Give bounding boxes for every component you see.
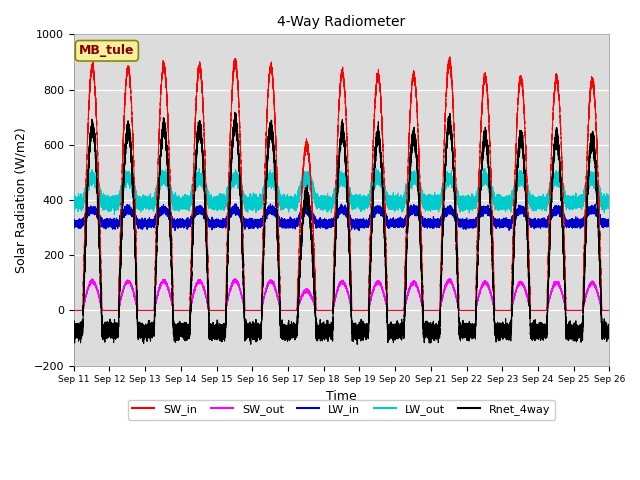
Line: Rnet_4way: Rnet_4way <box>74 112 609 344</box>
LW_in <box>231 201 239 207</box>
LW_out <box>70 203 77 209</box>
LW_out <box>472 203 480 208</box>
SW_out <box>605 308 613 313</box>
LW_in <box>508 218 515 224</box>
SW_in <box>605 308 613 313</box>
LW_in <box>487 215 495 220</box>
Line: SW_out: SW_out <box>74 278 609 311</box>
Title: 4-Way Radiometer: 4-Way Radiometer <box>277 15 406 29</box>
LW_out <box>412 178 419 183</box>
Rnet_4way <box>412 150 419 156</box>
Rnet_4way <box>231 109 239 115</box>
SW_out <box>412 281 419 287</box>
Rnet_4way <box>353 341 361 347</box>
SW_in <box>487 168 495 173</box>
LW_in <box>98 220 106 226</box>
LW_out <box>605 199 613 205</box>
Y-axis label: Solar Radiation (W/m2): Solar Radiation (W/m2) <box>15 127 28 273</box>
LW_in <box>472 220 480 226</box>
Line: SW_in: SW_in <box>74 57 609 311</box>
Rnet_4way <box>508 318 515 324</box>
LW_out <box>111 212 118 217</box>
SW_in <box>412 84 419 90</box>
LW_in <box>355 228 363 233</box>
Rnet_4way <box>605 328 613 334</box>
SW_out <box>88 276 96 281</box>
SW_in <box>508 295 515 301</box>
LW_in <box>412 210 419 216</box>
Text: MB_tule: MB_tule <box>79 44 134 57</box>
LW_out <box>508 194 515 200</box>
LW_out <box>98 197 106 203</box>
Rnet_4way <box>70 329 77 335</box>
Rnet_4way <box>472 301 480 307</box>
LW_in <box>70 224 77 230</box>
SW_in <box>472 276 480 282</box>
LW_out <box>487 188 495 194</box>
SW_in <box>446 54 454 60</box>
SW_out <box>70 308 77 313</box>
LW_out <box>500 204 508 210</box>
LW_out <box>481 166 488 171</box>
Rnet_4way <box>98 320 106 325</box>
X-axis label: Time: Time <box>326 390 357 403</box>
SW_out <box>98 306 106 312</box>
Legend: SW_in, SW_out, LW_in, LW_out, Rnet_4way: SW_in, SW_out, LW_in, LW_out, Rnet_4way <box>128 400 556 420</box>
Rnet_4way <box>500 324 508 330</box>
LW_in <box>500 221 508 227</box>
Line: LW_out: LW_out <box>74 168 609 215</box>
Rnet_4way <box>487 212 495 218</box>
SW_in <box>98 297 106 302</box>
SW_in <box>500 308 508 313</box>
SW_out <box>472 304 480 310</box>
LW_in <box>605 220 613 226</box>
Line: LW_in: LW_in <box>74 204 609 230</box>
SW_in <box>70 308 77 313</box>
SW_out <box>487 290 495 296</box>
SW_out <box>500 308 508 313</box>
SW_out <box>508 306 515 312</box>
